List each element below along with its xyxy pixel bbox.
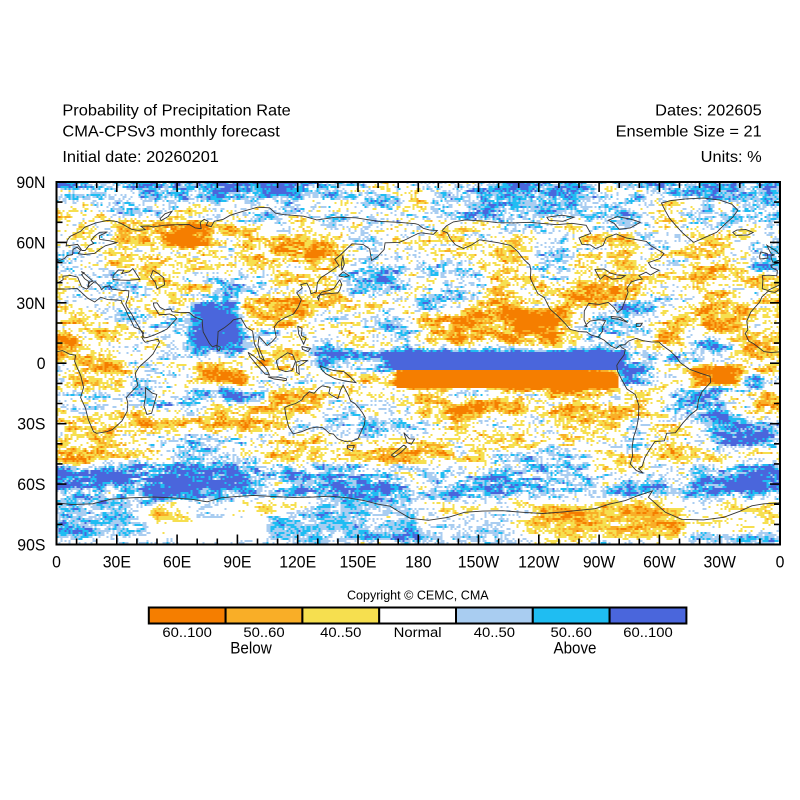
svg-text:90W: 90W <box>583 553 616 571</box>
svg-text:40..50: 40..50 <box>474 625 515 640</box>
svg-text:50..60: 50..60 <box>243 625 284 640</box>
svg-text:90E: 90E <box>223 553 251 571</box>
svg-text:0: 0 <box>52 553 61 571</box>
svg-text:60W: 60W <box>643 553 676 571</box>
svg-text:90N: 90N <box>16 174 45 192</box>
svg-text:150E: 150E <box>340 553 377 571</box>
svg-text:Probability of Precipitation R: Probability of Precipitation Rate <box>62 102 290 119</box>
svg-text:30S: 30S <box>17 416 45 434</box>
svg-text:Dates: 202605: Dates: 202605 <box>655 102 762 119</box>
svg-text:CMA-CPSv3 monthly forecast: CMA-CPSv3 monthly forecast <box>62 123 280 140</box>
svg-text:30W: 30W <box>703 553 736 571</box>
svg-text:60E: 60E <box>163 553 191 571</box>
svg-text:90S: 90S <box>17 537 45 555</box>
svg-text:60S: 60S <box>17 476 45 494</box>
svg-text:30N: 30N <box>16 295 45 313</box>
svg-text:30E: 30E <box>103 553 131 571</box>
svg-text:40..50: 40..50 <box>320 625 361 640</box>
svg-text:180: 180 <box>405 553 431 571</box>
svg-text:Initial date: 20260201: Initial date: 20260201 <box>62 149 219 166</box>
svg-text:150W: 150W <box>458 553 500 571</box>
svg-text:60..100: 60..100 <box>162 625 212 640</box>
svg-text:Ensemble Size = 21: Ensemble Size = 21 <box>616 123 762 140</box>
svg-text:Copyright © CEMC, CMA: Copyright © CEMC, CMA <box>347 588 489 603</box>
svg-text:60..100: 60..100 <box>623 625 673 640</box>
svg-text:0: 0 <box>776 553 785 571</box>
svg-text:Units: %: Units: % <box>701 149 762 166</box>
svg-text:50..60: 50..60 <box>551 625 592 640</box>
svg-text:Below: Below <box>230 639 272 658</box>
svg-text:60N: 60N <box>16 234 45 252</box>
svg-text:Above: Above <box>554 639 597 658</box>
svg-text:120W: 120W <box>518 553 560 571</box>
svg-text:0: 0 <box>37 355 46 373</box>
svg-text:120E: 120E <box>279 553 316 571</box>
svg-text:Normal: Normal <box>394 625 442 640</box>
